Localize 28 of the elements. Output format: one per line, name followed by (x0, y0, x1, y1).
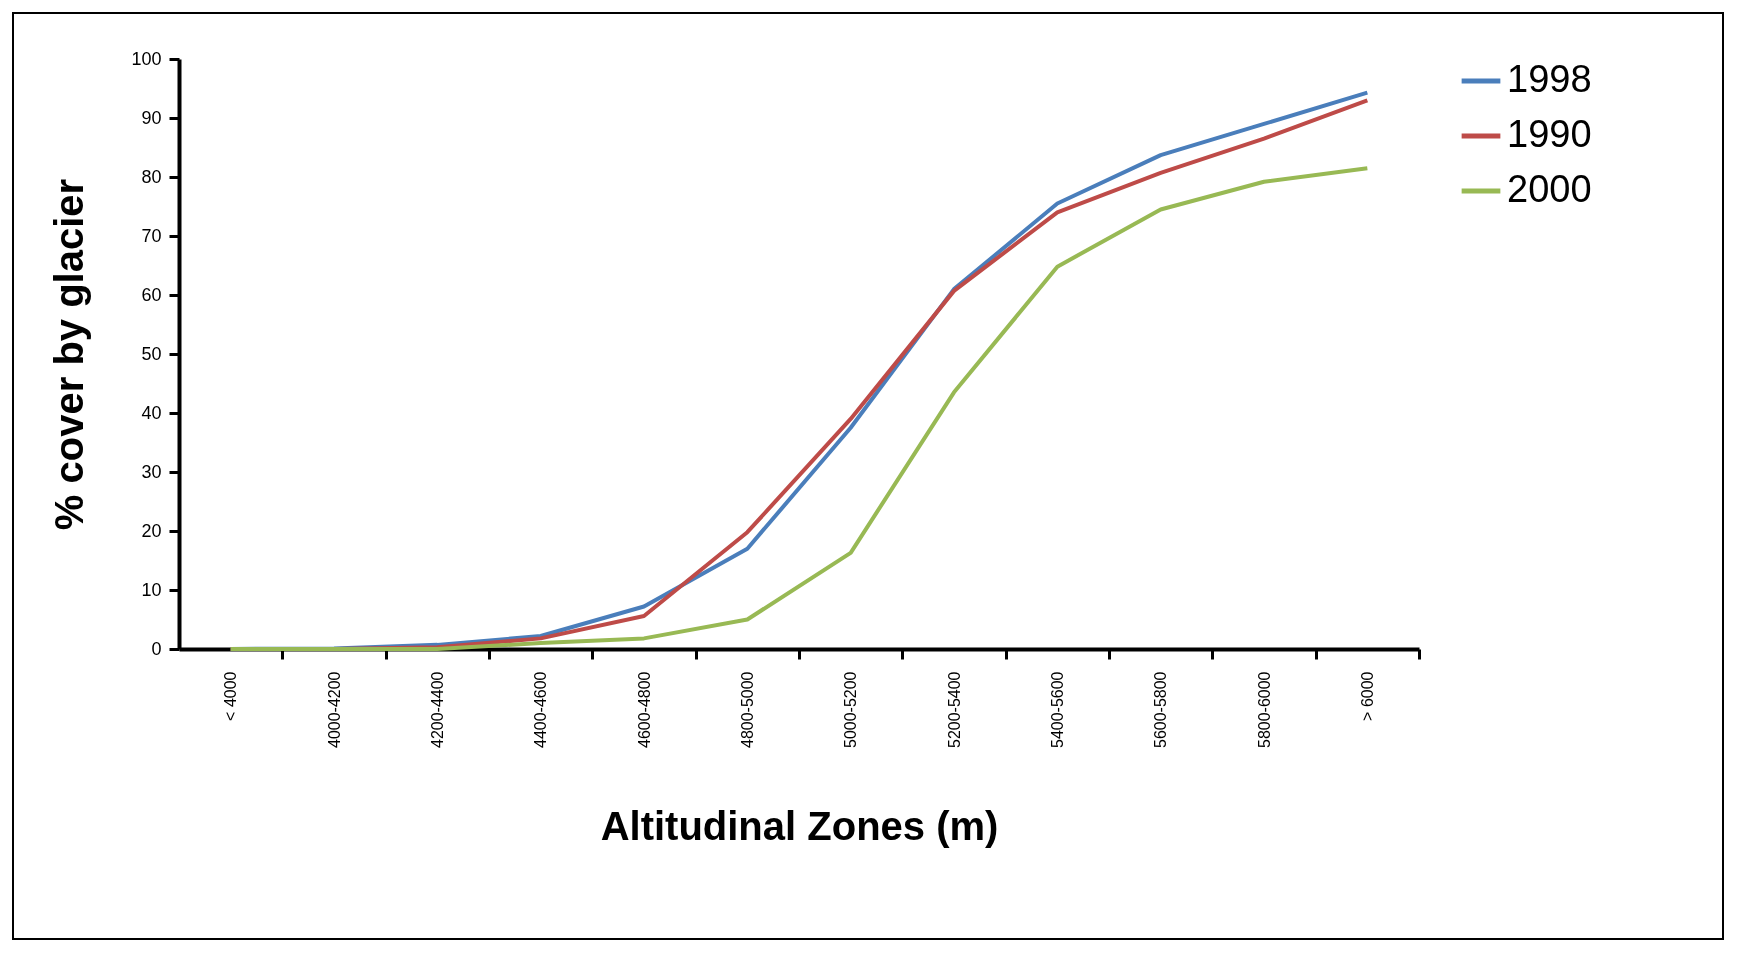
y-tick-label: 50 (141, 343, 162, 364)
legend-label: 2000 (1507, 168, 1592, 210)
x-tick-label: 4400-4600 (532, 671, 550, 749)
x-tick-label: 4200-4400 (428, 671, 446, 749)
y-tick-label: 10 (141, 579, 162, 600)
x-tick-label: 4000-4200 (325, 671, 343, 749)
x-tick-label: 4800-5000 (738, 671, 756, 749)
y-tick-label: 100 (131, 48, 162, 69)
y-tick-label: 0 (151, 638, 162, 659)
y-tick-label: 90 (141, 107, 162, 128)
x-tick-label: > 6000 (1358, 671, 1376, 721)
x-tick-label: 5000-5200 (842, 671, 860, 749)
y-axis-title: % cover by glacier (47, 178, 92, 531)
y-tick-label: 60 (141, 284, 162, 305)
x-tick-label: 5200-5400 (945, 671, 963, 749)
y-tick-label: 30 (141, 461, 162, 482)
y-tick-label: 80 (141, 166, 162, 187)
y-tick-label: 20 (141, 520, 162, 541)
x-axis-title: Altitudinal Zones (m) (600, 804, 999, 849)
x-tick-label: 4600-4800 (635, 671, 653, 749)
x-tick-label: 5600-5800 (1152, 671, 1170, 749)
y-tick-label: 40 (141, 402, 162, 423)
legend-label: 1990 (1507, 113, 1592, 155)
x-tick-label: 5800-6000 (1255, 671, 1273, 749)
y-tick-label: 70 (141, 225, 162, 246)
legend-label: 1998 (1507, 58, 1592, 100)
x-tick-label: 5400-5600 (1048, 671, 1066, 749)
x-tick-label: < 4000 (222, 671, 240, 721)
